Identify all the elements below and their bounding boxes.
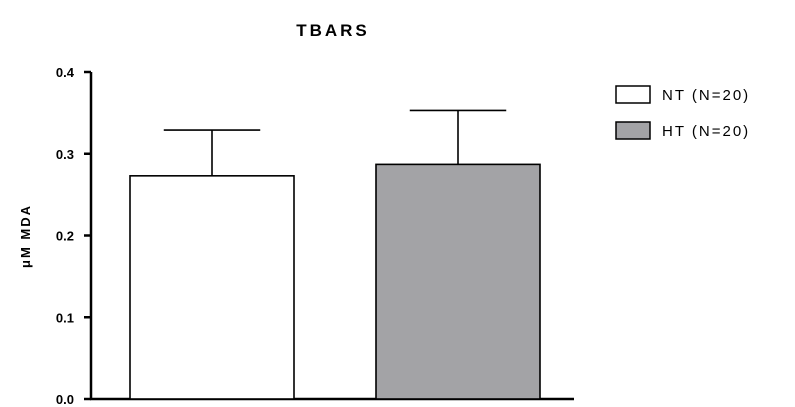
bar-nt xyxy=(129,175,295,400)
legend-label: HT (N=20) xyxy=(662,123,750,140)
bars xyxy=(129,109,541,400)
y-axis-label: μM MDA xyxy=(18,204,33,268)
legend-label: NT (N=20) xyxy=(662,87,750,104)
y-tick-label: 0.1 xyxy=(56,310,74,325)
y-tick-label: 0.3 xyxy=(56,147,74,162)
y-axis: 0.0 0.1 0.2 0.3 0.4 xyxy=(56,65,93,407)
legend-swatch xyxy=(615,85,651,104)
chart-title: TBARS xyxy=(296,21,370,40)
legend: NT (N=20) HT (N=20) xyxy=(615,85,750,140)
legend-swatch xyxy=(615,121,651,140)
y-tick-label: 0.0 xyxy=(56,392,74,407)
y-tick-label: 0.2 xyxy=(56,229,74,244)
y-tick-label: 0.4 xyxy=(56,65,75,80)
bar-ht xyxy=(375,163,541,400)
